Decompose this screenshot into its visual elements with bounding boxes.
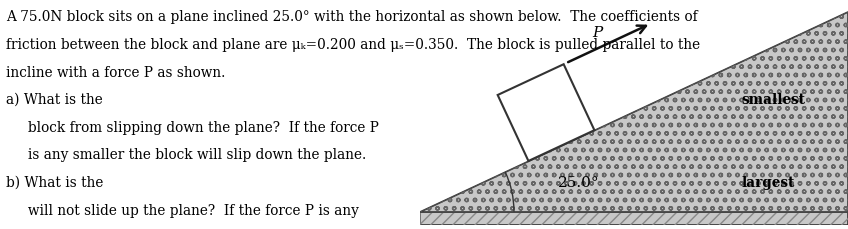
Text: P: P [593, 26, 603, 40]
Text: b) What is the: b) What is the [6, 175, 108, 189]
Bar [420, 212, 848, 225]
Polygon shape [420, 13, 848, 212]
Text: smallest: smallest [741, 93, 806, 107]
Text: will not slide up the plane?  If the force P is any: will not slide up the plane? If the forc… [6, 203, 359, 217]
Text: friction between the block and plane are μₖ=0.200 and μₛ=0.350.  The block is pu: friction between the block and plane are… [6, 38, 700, 52]
Bar [420, 212, 848, 225]
Text: is any smaller the block will slip down the plane.: is any smaller the block will slip down … [6, 148, 366, 162]
Text: block from slipping down the plane?  If the force P: block from slipping down the plane? If t… [6, 120, 379, 134]
Polygon shape [498, 65, 594, 161]
Text: a) What is the: a) What is the [6, 93, 107, 107]
Text: 25.0°: 25.0° [558, 175, 600, 189]
Text: A 75.0N block sits on a plane inclined 25.0° with the horizontal as shown below.: A 75.0N block sits on a plane inclined 2… [6, 10, 698, 24]
Text: largest: largest [741, 175, 795, 189]
Text: incline with a force P as shown.: incline with a force P as shown. [6, 65, 226, 79]
